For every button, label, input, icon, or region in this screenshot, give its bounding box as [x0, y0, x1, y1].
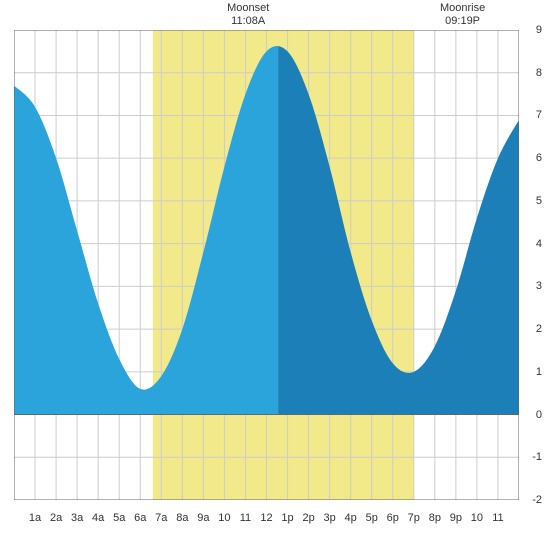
- x-tick-label: 10: [471, 512, 483, 524]
- x-tick-label: 9p: [450, 512, 462, 524]
- moonset-time: 11:08A: [198, 15, 298, 28]
- moonrise-label: Moonrise: [413, 2, 513, 15]
- x-tick-label: 6p: [387, 512, 399, 524]
- x-tick-label: 11: [240, 512, 251, 524]
- y-tick-label: 1: [522, 366, 542, 378]
- x-tick-label: 4a: [92, 512, 104, 524]
- y-tick-label: 3: [522, 280, 542, 292]
- y-tick-label: 7: [522, 109, 542, 121]
- y-tick-label: 2: [522, 323, 542, 335]
- x-tick-label: 8p: [429, 512, 441, 524]
- x-tick-label: 3p: [324, 512, 336, 524]
- x-tick-label: 2a: [50, 512, 62, 524]
- moonset-annotation: Moonset 11:08A: [198, 2, 298, 28]
- y-tick-label: 4: [522, 238, 542, 250]
- x-tick-label: 10: [218, 512, 230, 524]
- y-tick-label: 9: [522, 24, 542, 36]
- x-tick-label: 3a: [71, 512, 83, 524]
- x-tick-label: 8a: [176, 512, 188, 524]
- y-tick-label: 0: [522, 409, 542, 421]
- moonrise-time: 09:19P: [413, 15, 513, 28]
- x-axis: 1a 2a 3a 4a 5a 6a 7a 8a 9a 10 11 12 1p 2p 3p 4p 5p 6p 7p 8p…: [14, 512, 519, 530]
- moonset-label: Moonset: [198, 2, 298, 15]
- x-tick-label: 5p: [366, 512, 378, 524]
- chart-svg: [14, 30, 519, 500]
- x-tick-label: 11: [492, 512, 503, 524]
- y-tick-label: -2: [522, 494, 542, 506]
- x-tick-label: 6a: [134, 512, 146, 524]
- x-tick-label: 1a: [29, 512, 41, 524]
- y-axis: -2-10123456789: [522, 30, 542, 500]
- x-tick-label: 7a: [155, 512, 167, 524]
- moonrise-annotation: Moonrise 09:19P: [413, 2, 513, 28]
- y-tick-label: 5: [522, 195, 542, 207]
- x-tick-label: 4p: [345, 512, 357, 524]
- x-tick-label: 1p: [281, 512, 293, 524]
- x-tick-label: 2p: [302, 512, 314, 524]
- x-tick-label: 5a: [113, 512, 125, 524]
- y-tick-label: 8: [522, 67, 542, 79]
- x-tick-label: 9a: [197, 512, 209, 524]
- y-tick-label: 6: [522, 152, 542, 164]
- x-tick-label: 7p: [408, 512, 420, 524]
- tide-chart: [14, 30, 519, 500]
- y-tick-label: -1: [522, 451, 542, 463]
- x-tick-label: 12: [260, 512, 272, 524]
